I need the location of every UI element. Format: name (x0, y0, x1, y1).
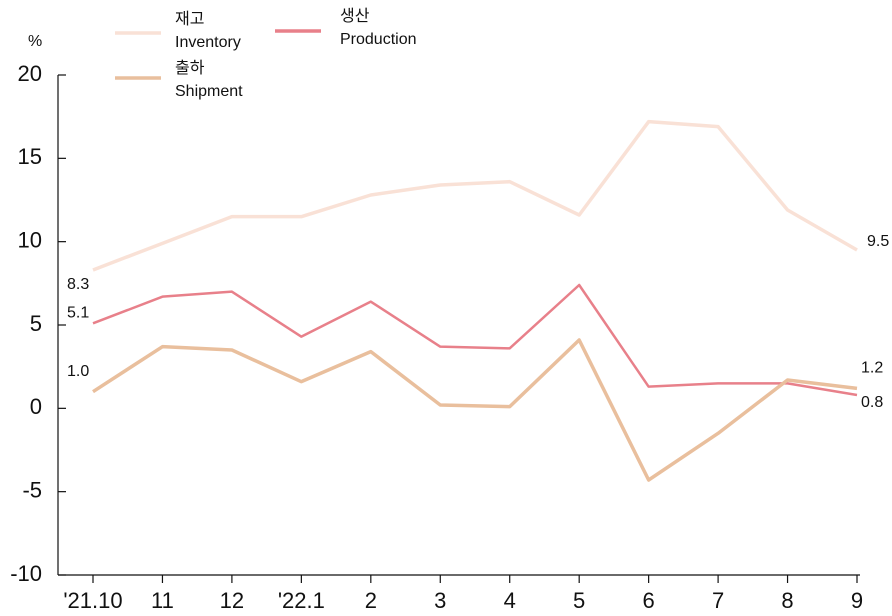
legend-label: 재고 Inventory (175, 11, 241, 51)
x-tick-label: 11 (151, 588, 174, 613)
value-label: 1.0 (67, 363, 89, 380)
y-tick-label: -5 (22, 477, 42, 502)
x-tick-label: '21.10 (63, 588, 122, 613)
value-label: 0.8 (861, 394, 883, 411)
x-tick-label: 3 (434, 588, 446, 613)
x-tick-label: 4 (504, 588, 516, 613)
x-tick-label: 12 (220, 588, 244, 613)
y-tick-label: 5 (30, 311, 42, 336)
y-tick-label: -10 (10, 561, 42, 586)
y-tick-label: 10 (18, 227, 42, 252)
x-tick-label: '22.1 (278, 588, 325, 613)
y-tick-label: 0 (30, 394, 42, 419)
x-tick-label: 8 (781, 588, 793, 613)
line-series (92, 283, 858, 397)
y-axis-label: % (28, 33, 42, 50)
value-label: 9.5 (867, 233, 889, 250)
value-label: 5.1 (67, 305, 89, 322)
legend-label: 출하 Shipment (175, 60, 243, 100)
x-tick-label: 9 (851, 588, 863, 613)
x-tick-label: 2 (365, 588, 377, 613)
x-tick-label: 7 (712, 588, 724, 613)
y-tick-label: 20 (18, 61, 42, 86)
value-label: 8.3 (67, 276, 89, 293)
line-series (92, 338, 858, 482)
legend-label: 생산 Production (340, 8, 417, 48)
line-series (92, 119, 858, 272)
x-tick-label: 6 (643, 588, 655, 613)
y-tick-label: 15 (18, 144, 42, 169)
x-tick-label: 5 (573, 588, 585, 613)
value-label: 1.2 (861, 360, 883, 377)
